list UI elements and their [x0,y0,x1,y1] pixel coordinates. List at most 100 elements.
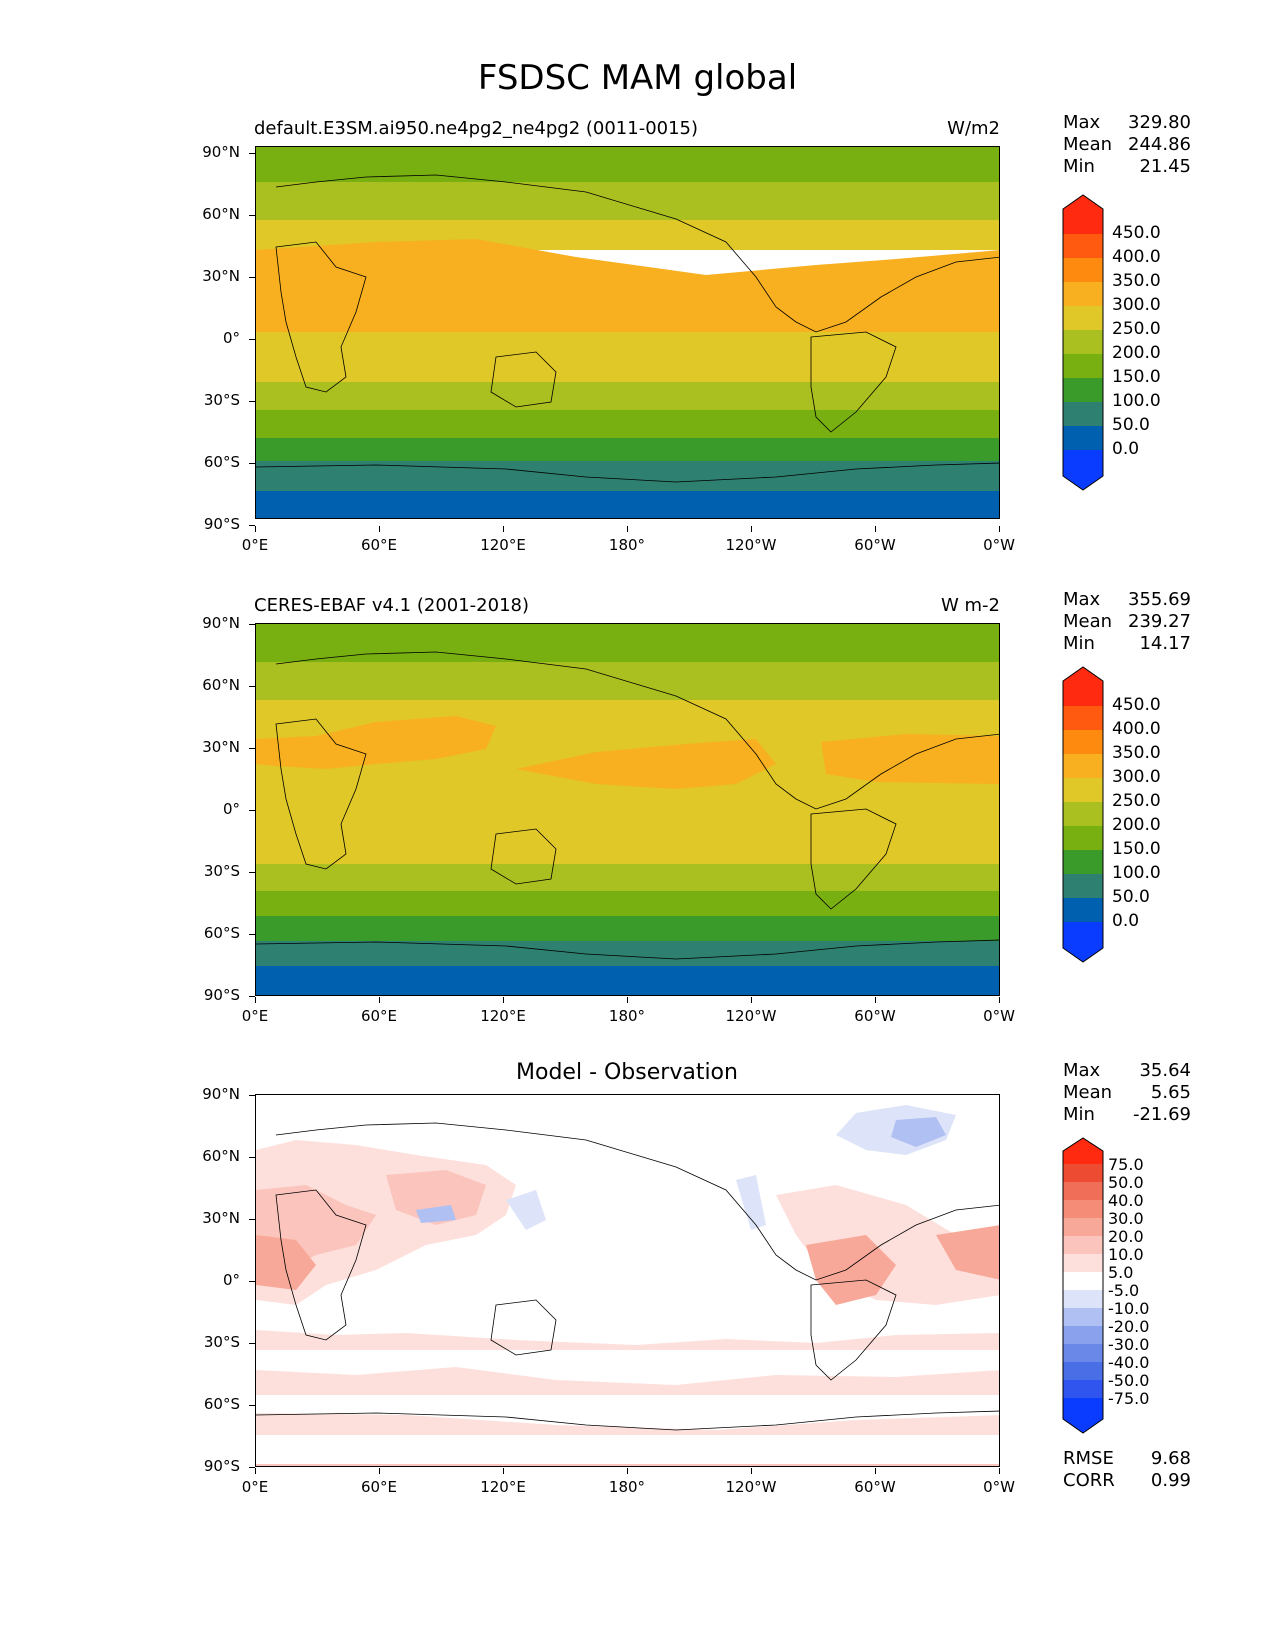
lon-tick-label: 0°E [241,1007,269,1025]
lat-tick-label: 60°S [203,453,240,471]
lat-tick-label: 0° [222,1271,240,1289]
coastline-outlines [256,1122,999,1431]
coastline-outlines [256,651,999,960]
stat-min: Min 14.17 [1063,633,1191,654]
lon-tick-label: 120°W [725,1478,777,1496]
lon-tick-label: 0°E [241,536,269,554]
stat-mean: Mean 5.65 [1063,1082,1191,1103]
figure-title: FSDSC MAM global [477,58,798,98]
lat-tick-label: 90°S [203,1457,240,1475]
stat-min: Min 21.45 [1063,156,1191,177]
colorbar-label: 75.0 [1108,1155,1144,1174]
lat-tick-label: 90°N [202,614,240,632]
lon-tick-label: 0°E [241,1478,269,1496]
lon-tick-label: 60°E [360,1007,398,1025]
lon-tick-label: 120°W [725,536,777,554]
stats-block: Max 35.64 Mean 5.65 Min -21.69 [1063,1060,1191,1126]
colorbar-label: 30.0 [1108,1209,1144,1228]
error-metrics: RMSE 9.68 CORR 0.99 [1063,1448,1191,1492]
lat-tick-label: 60°S [203,924,240,942]
map-plot [255,146,1000,519]
metric-corr: CORR 0.99 [1063,1470,1191,1491]
colorbar-label: 50.0 [1112,887,1150,907]
lat-tick-label: 60°N [202,1147,240,1165]
lon-tick-label: 0°W [983,536,1015,554]
colorbar-label: 250.0 [1112,791,1161,811]
colorbar-label: 200.0 [1112,343,1161,363]
stat-min: Min -21.69 [1063,1104,1191,1125]
colorbar-label: 100.0 [1112,863,1161,883]
colorbar [1062,666,1104,963]
colorbar-label: 10.0 [1108,1245,1144,1264]
colorbar-label: -5.0 [1108,1281,1140,1300]
lon-tick-label: 120°W [725,1007,777,1025]
panel-title-center: Model - Observation [516,1060,738,1085]
colorbar-label: 5.0 [1108,1263,1134,1282]
stat-mean: Mean 239.27 [1063,611,1191,632]
colorbar-label: 400.0 [1112,247,1161,267]
stat-max: Max 35.64 [1063,1060,1191,1081]
colorbar [1062,194,1104,491]
metric-rmse: RMSE 9.68 [1063,1448,1191,1469]
lat-tick-label: 30°N [202,738,240,756]
colorbar-label: 50.0 [1112,415,1150,435]
lon-tick-label: 180° [608,1478,646,1496]
coastline-outlines [256,174,999,483]
colorbar-label: 350.0 [1112,743,1161,763]
colorbar-label: 200.0 [1112,815,1161,835]
lon-tick-label: 180° [608,536,646,554]
colorbar-label: 450.0 [1112,695,1161,715]
lon-tick-label: 120°E [480,1007,526,1025]
colorbar [1062,1137,1104,1434]
colorbar-label: -75.0 [1108,1389,1150,1408]
stats-block: Max 329.80 Mean 244.86 Min 21.45 [1063,112,1191,178]
lon-tick-label: 60°E [360,536,398,554]
panel-title-left: default.E3SM.ai950.ne4pg2_ne4pg2 (0011-0… [254,118,699,139]
panel-units: W m-2 [940,595,1000,616]
colorbar-label: -40.0 [1108,1353,1150,1372]
lon-tick-label: 180° [608,1007,646,1025]
lat-tick-label: 90°S [203,986,240,1004]
lon-tick-label: 0°W [983,1007,1015,1025]
stat-mean: Mean 244.86 [1063,134,1191,155]
colorbar-label: 250.0 [1112,319,1161,339]
colorbar-label: -30.0 [1108,1335,1150,1354]
lon-tick-label: 120°E [480,536,526,554]
lon-tick-label: 60°W [854,536,896,554]
colorbar-label: 40.0 [1108,1191,1144,1210]
lat-tick-label: 90°S [203,515,240,533]
colorbar-label: 0.0 [1112,911,1140,931]
colorbar-label: 150.0 [1112,839,1161,859]
colorbar-label: -10.0 [1108,1299,1150,1318]
map-plot [255,1094,1000,1467]
colorbar-label: 20.0 [1108,1227,1144,1246]
colorbar-label: -20.0 [1108,1317,1150,1336]
colorbar-label: 100.0 [1112,391,1161,411]
lon-tick-label: 0°W [983,1478,1015,1496]
colorbar-label: 50.0 [1108,1173,1144,1192]
stat-max: Max 329.80 [1063,112,1191,133]
colorbar-label: 350.0 [1112,271,1161,291]
panel-title-left: CERES-EBAF v4.1 (2001-2018) [254,595,530,616]
lat-tick-label: 30°S [203,1333,240,1351]
colorbar-label: 450.0 [1112,223,1161,243]
colorbar-label: 300.0 [1112,767,1161,787]
lat-tick-label: 30°S [203,391,240,409]
lon-tick-label: 60°W [854,1478,896,1496]
colorbar-label: -50.0 [1108,1371,1150,1390]
map-plot [255,623,1000,996]
stat-max: Max 355.69 [1063,589,1191,610]
colorbar-label: 150.0 [1112,367,1161,387]
lon-tick-label: 60°W [854,1007,896,1025]
lat-tick-label: 60°N [202,676,240,694]
stats-block: Max 355.69 Mean 239.27 Min 14.17 [1063,589,1191,655]
lat-tick-label: 90°N [202,1085,240,1103]
lat-tick-label: 0° [222,800,240,818]
lat-tick-label: 0° [222,329,240,347]
lat-tick-label: 30°N [202,267,240,285]
colorbar-label: 400.0 [1112,719,1161,739]
lat-tick-label: 60°N [202,205,240,223]
lat-tick-label: 30°S [203,862,240,880]
colorbar-label: 300.0 [1112,295,1161,315]
lat-tick-label: 90°N [202,143,240,161]
